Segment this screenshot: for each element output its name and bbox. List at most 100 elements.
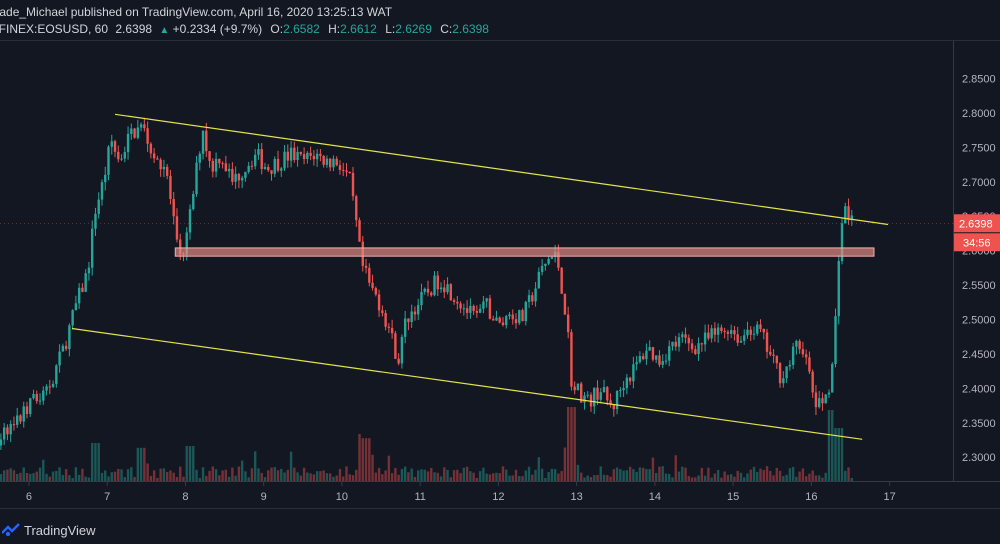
drawings-layer[interactable] — [71, 113, 889, 440]
volume-bar — [537, 457, 541, 481]
candle-body — [534, 288, 537, 302]
candle-body — [29, 398, 32, 414]
footer-brand[interactable]: TradingView — [0, 516, 200, 544]
candle-body — [586, 394, 589, 396]
candle-body — [690, 343, 694, 350]
volume-bar — [0, 474, 3, 481]
candle-body — [668, 346, 671, 361]
candle-body — [84, 273, 87, 292]
candle-body — [286, 151, 290, 161]
volume-bar — [322, 470, 325, 481]
candle-body — [400, 336, 404, 364]
volume-bar — [752, 466, 756, 481]
candle-body — [9, 424, 12, 435]
candle-body — [371, 282, 374, 289]
close-value: 2.6398 — [452, 22, 489, 36]
volume-bar — [384, 470, 387, 481]
volume-bar — [81, 468, 84, 481]
candle-body — [847, 206, 850, 221]
volume-bar — [120, 469, 123, 481]
candle-body — [32, 393, 35, 399]
candle-body — [136, 127, 140, 138]
volume-bar — [94, 443, 97, 481]
volume-bar — [550, 468, 554, 481]
change-value: +0.2334 (+9.7%) — [172, 22, 263, 36]
symbol-label[interactable]: ITFINEX:EOSUSD, 60 — [0, 22, 109, 36]
candle-body — [276, 159, 280, 171]
volume-bar — [254, 451, 257, 481]
candle-body — [831, 364, 834, 393]
volume-bar — [97, 443, 100, 481]
volume-bar — [475, 477, 479, 481]
volume-bar — [449, 477, 453, 481]
publisher-text: alade_Michael published on TradingView.c… — [0, 5, 393, 19]
x-tick-label: 16 — [805, 491, 817, 503]
volume-bar — [351, 475, 355, 481]
candle-body — [397, 358, 400, 364]
candle-body — [452, 300, 456, 302]
candle-body — [625, 377, 629, 389]
candle-body — [260, 149, 263, 169]
candle-body — [469, 305, 472, 313]
candle-body — [537, 271, 541, 289]
candle-body — [703, 332, 707, 345]
volume-bar — [775, 467, 779, 481]
candle-body — [765, 332, 769, 352]
volume-bar — [671, 477, 674, 481]
volume-bar — [306, 472, 309, 481]
candle-body — [306, 152, 309, 160]
volume-bar — [221, 470, 224, 481]
volume-bar — [606, 475, 609, 481]
volume-bar — [759, 468, 762, 481]
volume-bar — [152, 470, 156, 481]
volume-bar — [456, 469, 459, 481]
last-price: 2.6398 — [115, 22, 153, 36]
candle-body — [596, 387, 599, 400]
volume-bar — [436, 472, 439, 481]
candle-body — [726, 331, 730, 334]
volume-bar — [514, 469, 518, 481]
candle-body — [407, 318, 410, 323]
candle-body — [697, 343, 700, 355]
candle-body — [152, 153, 156, 159]
volume-bar — [293, 467, 296, 481]
volume-bar — [61, 475, 65, 481]
candle-body — [293, 147, 296, 161]
volume-bar — [433, 472, 436, 481]
candle-body — [25, 406, 29, 414]
open-label: O: — [270, 22, 284, 36]
candle-body — [377, 294, 381, 311]
candle-body — [403, 318, 407, 337]
candle-body — [254, 154, 257, 167]
volume-bar — [237, 466, 241, 481]
volume-bar — [782, 476, 785, 481]
volume-bar — [381, 474, 384, 481]
volume-bar — [609, 476, 612, 481]
candle-body — [110, 141, 113, 147]
volume-bar — [58, 467, 61, 481]
volume-bar — [518, 476, 521, 481]
volume-bar — [312, 474, 316, 481]
candle-body — [355, 196, 358, 221]
volume-bar — [531, 474, 534, 481]
volume-bar — [566, 407, 570, 481]
volume-bar — [211, 466, 215, 481]
candle-body — [664, 360, 668, 362]
candle-body — [677, 337, 681, 347]
upper-trendline — [114, 113, 889, 226]
volume-bar — [847, 467, 850, 481]
candle-body — [749, 329, 752, 335]
candle-body — [368, 267, 371, 283]
volume-bar — [795, 476, 798, 481]
volume-bar — [778, 470, 782, 481]
up-triangle-icon: ▲ — [159, 25, 170, 36]
candle-body — [64, 345, 68, 350]
volume-bar — [368, 438, 371, 481]
volume-bar — [733, 476, 736, 481]
candle-body — [130, 128, 133, 134]
candle-body — [615, 390, 619, 410]
volume-bar — [195, 469, 198, 481]
candle-body — [175, 216, 179, 240]
candle-body — [244, 171, 247, 178]
